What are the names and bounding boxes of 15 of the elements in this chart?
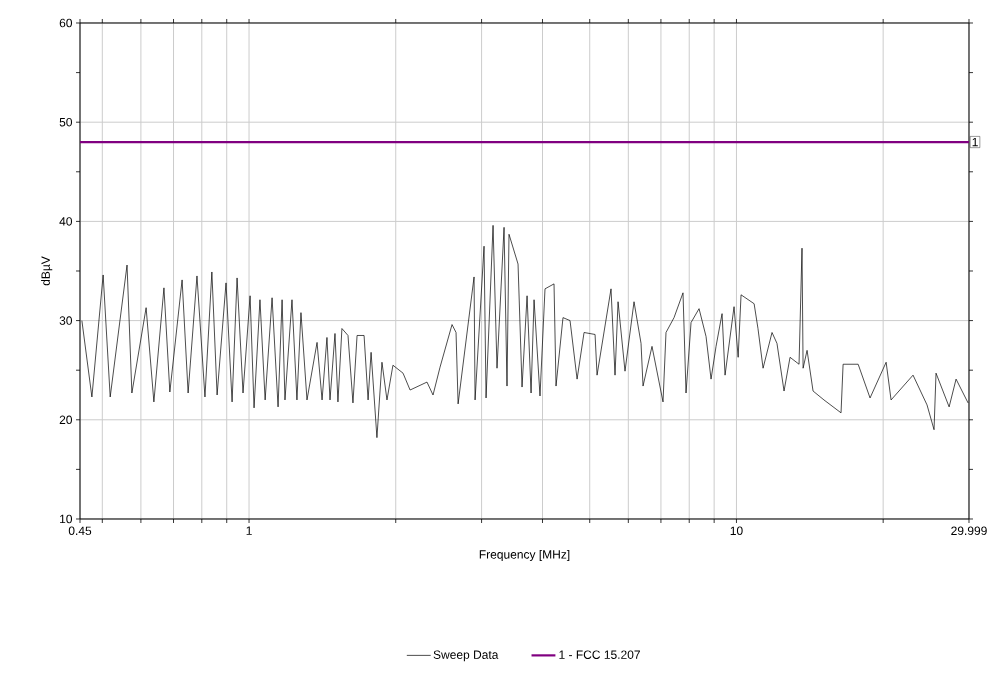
- y-tick-label: 20: [59, 415, 73, 425]
- y-tick-label: 30: [59, 316, 73, 325]
- x-tick-label: 1: [246, 526, 252, 535]
- y-tick-label: 40: [59, 217, 73, 226]
- annotation: 1: [972, 137, 978, 147]
- x-tick-label: 29.999: [951, 526, 987, 536]
- x-axis-title: Frequency [MHz]: [479, 549, 570, 562]
- y-tick-label: 50: [59, 117, 73, 127]
- legend-label: Sweep Data: [433, 650, 499, 662]
- legend-label: 1 - FCC 15.207: [559, 650, 640, 659]
- y-tick-label: 60: [59, 18, 73, 28]
- x-tick-label: 0.45: [68, 526, 92, 536]
- x-tick-label: 10: [730, 526, 743, 536]
- y-axis-title: dBµV: [41, 256, 53, 286]
- y-tick-label: 10: [60, 514, 73, 524]
